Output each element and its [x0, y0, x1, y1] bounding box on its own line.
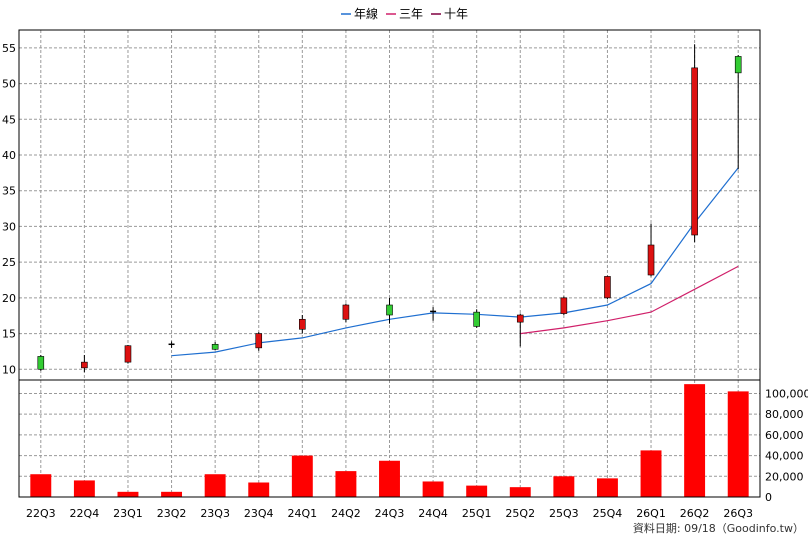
volume-bar: [640, 450, 662, 497]
x-tick-label: 23Q4: [244, 507, 274, 520]
candle-body: [211, 343, 219, 350]
candle-body: [734, 56, 742, 74]
plot-frames: [18, 29, 761, 498]
volume-tick-label: 20,000: [765, 470, 804, 483]
volume-frame: [18, 379, 761, 498]
x-tick-label: 26Q3: [723, 507, 753, 520]
x-tick-label: 25Q1: [462, 507, 492, 520]
volume-bar: [30, 474, 52, 497]
price-tick-label: 45: [2, 113, 16, 126]
x-tick-label: 22Q3: [26, 507, 56, 520]
x-tick-label: 23Q2: [157, 507, 187, 520]
price-tick-label: 50: [2, 78, 16, 91]
volume-bars: [30, 384, 749, 497]
volume-bar: [161, 491, 183, 497]
volume-bar: [379, 460, 400, 497]
price-tick-label: 20: [2, 292, 16, 305]
volume-bar: [117, 491, 139, 497]
volume-bar: [727, 391, 749, 497]
volume-tick-label: 80,000: [765, 408, 804, 421]
moving-average-lines: [171, 167, 739, 357]
volume-bar: [509, 487, 531, 497]
candle-body: [342, 304, 350, 320]
volume-bar: [422, 481, 444, 497]
volume-axis-ticks: 0 20,000 40,000 60,000 80,000 100,000: [765, 387, 808, 504]
candle-body: [560, 297, 568, 314]
price-tick-label: 15: [2, 328, 16, 341]
x-tick-label: 22Q4: [70, 507, 100, 520]
volume-bar: [335, 471, 357, 497]
legend-label-year: 年線: [354, 6, 378, 21]
volume-bar: [248, 482, 270, 497]
price-tick-label: 10: [2, 363, 16, 376]
legend-label-three-year: 三年: [399, 7, 423, 21]
candle-body: [124, 345, 132, 363]
legend-label-ten-year: 十年: [444, 7, 468, 21]
candle-body: [386, 304, 393, 316]
x-grid: [40, 30, 739, 497]
source-note: 資料日期: 09/18（Goodinfo.tw）: [633, 521, 804, 535]
x-tick-label: 23Q1: [113, 507, 143, 520]
price-tick-label: 25: [2, 256, 16, 269]
x-tick-label: 25Q3: [549, 507, 579, 520]
x-tick-label: 24Q3: [375, 507, 405, 520]
price-tick-label: 55: [2, 42, 16, 55]
x-tick-label: 24Q1: [287, 507, 317, 520]
candle-body: [255, 333, 263, 349]
volume-tick-label: 0: [765, 491, 772, 504]
candle-body: [37, 356, 45, 370]
legend: 年線 三年 十年: [341, 6, 468, 21]
ma-line: [171, 167, 739, 357]
volume-bar: [596, 478, 618, 497]
volume-tick-label: 60,000: [765, 429, 804, 442]
x-tick-label: 25Q2: [505, 507, 535, 520]
price-tick-label: 40: [2, 149, 16, 162]
volume-bar: [553, 476, 575, 497]
candlesticks: [37, 44, 742, 373]
candle-body: [299, 318, 306, 330]
x-tick-label: 24Q2: [331, 507, 361, 520]
volume-tick-label: 40,000: [765, 450, 804, 463]
volume-bar: [466, 485, 488, 497]
candle-body: [473, 311, 480, 327]
candle-body: [647, 244, 655, 276]
candle-body: [81, 361, 88, 369]
price-tick-label: 30: [2, 220, 16, 233]
x-tick-label: 26Q2: [680, 507, 710, 520]
volume-bar: [204, 474, 226, 497]
x-tick-label: 26Q1: [636, 507, 666, 520]
x-tick-label: 24Q4: [418, 507, 448, 520]
price-tick-label: 35: [2, 185, 16, 198]
volume-bar: [73, 480, 95, 497]
candle-body: [516, 314, 524, 323]
volume-tick-label: 100,000: [765, 387, 808, 400]
candle-body: [604, 276, 611, 299]
x-tick-label: 23Q3: [200, 507, 230, 520]
volume-bar: [684, 384, 706, 497]
x-axis-ticks: 22Q3 22Q4 23Q1 23Q2 23Q3 23Q4 24Q1 24Q2 24Q3 24Q4…: [26, 507, 753, 520]
x-tick-label: 25Q4: [593, 507, 623, 520]
ma-line: [520, 265, 739, 335]
volume-bar: [291, 455, 313, 497]
candle-body: [691, 67, 698, 236]
price-axis-ticks: 10 15 20 25 30 35 40 45 50 55: [2, 42, 16, 376]
